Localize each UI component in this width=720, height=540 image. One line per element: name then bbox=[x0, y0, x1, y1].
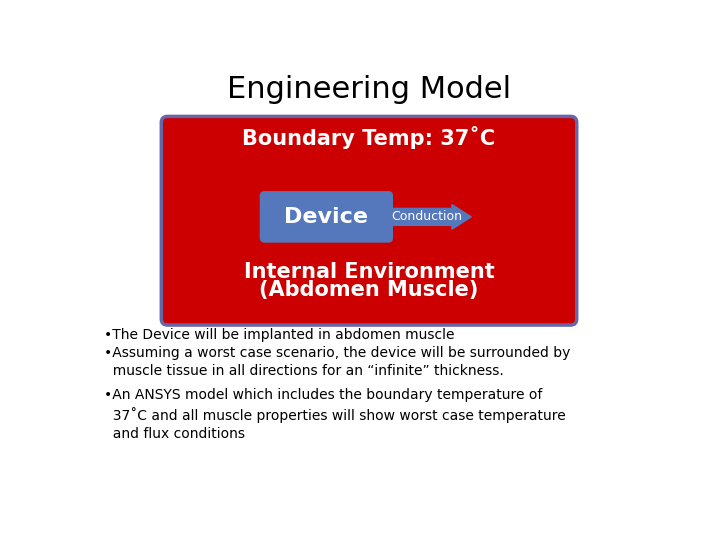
Text: (Abdomen Muscle): (Abdomen Muscle) bbox=[259, 280, 479, 300]
Text: Device: Device bbox=[284, 207, 369, 227]
Text: Internal Environment: Internal Environment bbox=[243, 262, 495, 282]
Text: Engineering Model: Engineering Model bbox=[227, 75, 511, 104]
Text: •The Device will be implanted in abdomen muscle: •The Device will be implanted in abdomen… bbox=[104, 328, 454, 342]
Text: •Assuming a worst case scenario, the device will be surrounded by
  muscle tissu: •Assuming a worst case scenario, the dev… bbox=[104, 346, 570, 377]
Text: •An ANSYS model which includes the boundary temperature of
  37˚C and all muscle: •An ANSYS model which includes the bound… bbox=[104, 388, 566, 441]
FancyBboxPatch shape bbox=[260, 191, 393, 242]
Text: Boundary Temp: 37˚C: Boundary Temp: 37˚C bbox=[243, 126, 495, 150]
FancyBboxPatch shape bbox=[161, 117, 577, 325]
FancyArrow shape bbox=[390, 205, 472, 229]
Text: Conduction: Conduction bbox=[391, 211, 462, 224]
